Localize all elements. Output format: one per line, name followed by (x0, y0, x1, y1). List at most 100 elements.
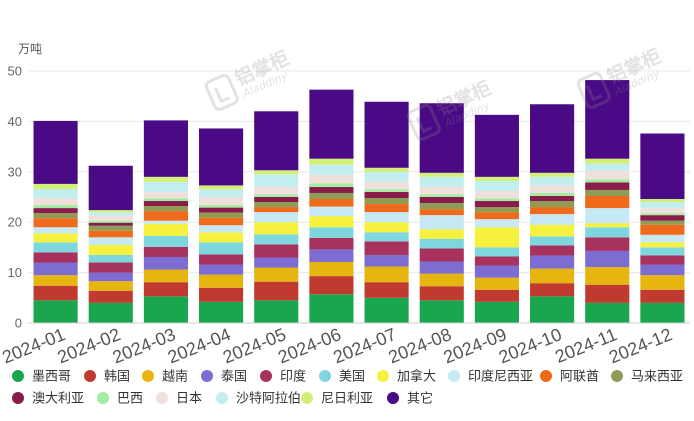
x-tick-label: 2024-04 (165, 324, 234, 367)
bar-segment-s5-2024-06 (309, 227, 354, 238)
bar-segment-s12-2024-02 (88, 215, 133, 221)
bar-segment-s5-2024-07 (364, 232, 409, 242)
watermark-layer: 铝掌柜 Aladdiny 铝掌柜 Aladdiny 铝掌柜 Aladdiny (204, 44, 665, 141)
bar-segment-s15-2024-03 (143, 120, 188, 177)
bar-segment-s12-2024-12 (640, 208, 685, 214)
bar-segment-s5-2024-05 (254, 234, 299, 245)
bar-segment-s9-2024-03 (143, 206, 188, 212)
legend-label: 越南 (162, 369, 188, 385)
bar-segment-s15-2024-09 (474, 114, 519, 177)
bar-segment-s12-2024-01 (33, 198, 78, 206)
x-tick-label: 2024-01 (0, 324, 68, 367)
bar-segment-s1-2024-07 (364, 282, 409, 298)
bar-segment-s12-2024-07 (364, 181, 409, 190)
bar-segment-s7-2024-05 (254, 212, 299, 223)
bar-segment-s14-2024-05 (254, 170, 299, 175)
bar-segment-s10-2024-04 (199, 207, 244, 213)
bar-segment-s14-2024-12 (640, 199, 685, 203)
bar-segment-s6-2024-02 (88, 244, 133, 255)
legend-marker (142, 370, 154, 382)
bar-segment-s11-2024-02 (88, 220, 133, 223)
bar-segment-s12-2024-09 (474, 190, 519, 199)
bar-segment-s2-2024-12 (640, 275, 685, 290)
legend-label: 印度 (280, 369, 306, 385)
bar-segment-s11-2024-01 (33, 205, 78, 209)
bar-segment-s1-2024-01 (33, 285, 78, 301)
bar-segment-s7-2024-11 (585, 208, 630, 224)
legend-item: 越南 (142, 369, 188, 385)
bar-segment-s11-2024-07 (364, 189, 409, 192)
bar-segment-s9-2024-07 (364, 198, 409, 205)
legend-marker (377, 370, 389, 382)
y-axis-unit-label: 万吨 (18, 42, 42, 56)
bar-segment-s4-2024-05 (254, 244, 299, 258)
bar-stack-2024-01 (33, 120, 78, 323)
bar-segment-s11-2024-12 (640, 213, 685, 216)
bar-segment-s12-2024-08 (419, 186, 464, 195)
bar-segment-s3-2024-11 (585, 250, 630, 268)
legend-label: 日本 (176, 392, 202, 407)
bar-segment-s15-2024-12 (640, 133, 685, 200)
bar-segment-s0-2024-03 (143, 296, 188, 323)
legend-item: 沙特阿拉伯 (216, 392, 301, 407)
bar-segment-s13-2024-08 (419, 176, 464, 187)
y-tick-label: 10 (8, 265, 22, 280)
bar-segment-s5-2024-10 (530, 236, 575, 246)
bar-segment-s14-2024-10 (530, 172, 575, 177)
bar-segment-s13-2024-05 (254, 174, 299, 187)
bar-segment-s10-2024-05 (254, 197, 299, 203)
bar-segment-s3-2024-08 (419, 261, 464, 274)
bar-segment-s1-2024-04 (199, 287, 244, 302)
bar-segment-s13-2024-04 (199, 189, 244, 197)
x-axis-tick-labels: 2024-012024-022024-032024-042024-052024-… (0, 324, 675, 367)
bar-segment-s14-2024-08 (419, 172, 464, 177)
legend-marker (156, 392, 168, 404)
bar-segment-s5-2024-01 (33, 242, 78, 253)
bar-segment-s2-2024-04 (199, 274, 244, 288)
legend-label: 加拿大 (397, 369, 436, 385)
bar-segment-s15-2024-02 (88, 165, 133, 211)
bar-segment-s2-2024-11 (585, 267, 630, 285)
bar-stacks (33, 80, 685, 323)
bar-segment-s9-2024-01 (33, 213, 78, 219)
bar-segment-s4-2024-08 (419, 248, 464, 262)
x-tick-label: 2024-07 (330, 324, 399, 367)
bar-segment-s15-2024-01 (33, 120, 78, 184)
bar-segment-s3-2024-05 (254, 257, 299, 268)
bar-stack-2024-08 (419, 103, 464, 323)
bar-segment-s8-2024-04 (199, 217, 244, 226)
bar-segment-s0-2024-04 (199, 301, 244, 323)
bar-segment-s9-2024-08 (419, 203, 464, 210)
legend-label: 墨西哥 (32, 370, 71, 385)
legend-marker (387, 392, 399, 404)
legend-label: 韩国 (104, 370, 130, 385)
bar-segment-s8-2024-11 (585, 195, 630, 209)
bar-segment-s8-2024-10 (530, 207, 575, 215)
bar-segment-s5-2024-08 (419, 238, 464, 249)
bar-segment-s9-2024-05 (254, 202, 299, 208)
legend-item: 澳大利亚 (12, 391, 84, 407)
legend-item: 墨西哥 (12, 370, 71, 385)
bar-segment-s8-2024-02 (88, 230, 133, 238)
legend-marker (319, 370, 331, 382)
bar-segment-s15-2024-08 (419, 103, 464, 173)
bar-segment-s3-2024-03 (143, 256, 188, 270)
bar-segment-s7-2024-09 (474, 219, 519, 228)
bar-segment-s13-2024-03 (143, 181, 188, 192)
bar-segment-s13-2024-02 (88, 212, 133, 216)
bar-segment-s4-2024-07 (364, 241, 409, 255)
bar-segment-s4-2024-01 (33, 252, 78, 263)
legend-item: 泰国 (201, 370, 247, 385)
legend-item: 加拿大 (377, 369, 436, 385)
bar-segment-s3-2024-02 (88, 272, 133, 282)
bar-segment-s12-2024-06 (309, 174, 354, 184)
bar-segment-s0-2024-08 (419, 300, 464, 323)
bar-segment-s15-2024-06 (309, 89, 354, 159)
bar-segment-s14-2024-02 (88, 210, 133, 213)
legend-marker (540, 370, 552, 382)
bar-segment-s10-2024-06 (309, 186, 354, 193)
bar-segment-s2-2024-01 (33, 275, 78, 286)
bar-segment-s5-2024-03 (143, 235, 188, 247)
x-tick-label: 2024-11 (552, 324, 620, 367)
bar-segment-s3-2024-10 (530, 255, 575, 269)
